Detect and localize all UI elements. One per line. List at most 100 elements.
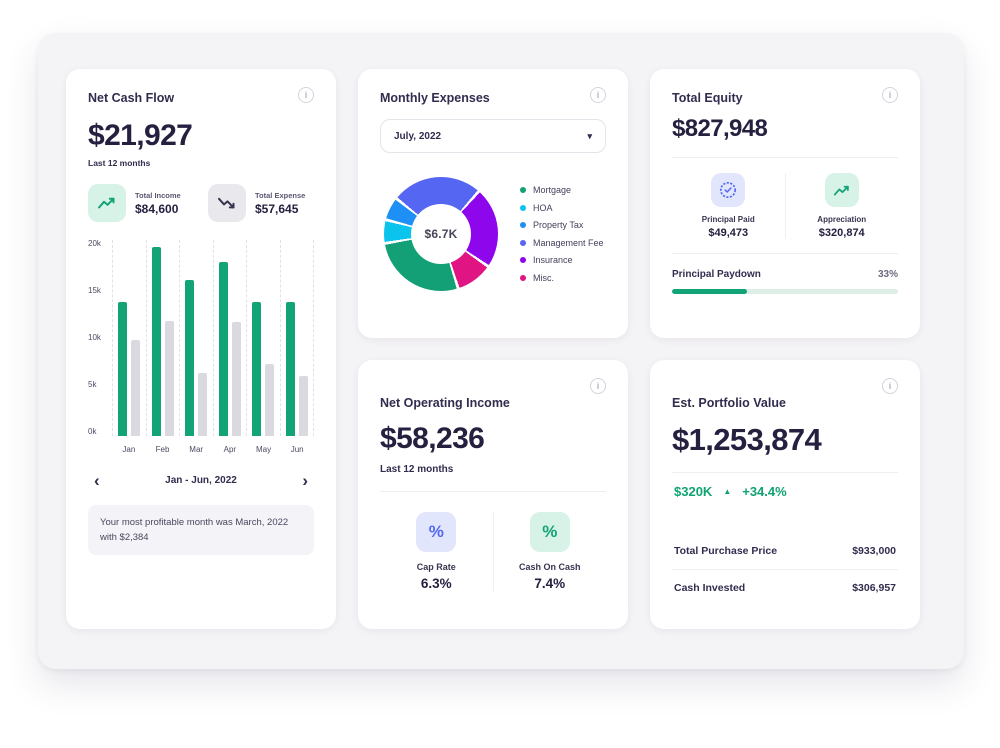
info-icon[interactable]: i bbox=[590, 87, 606, 103]
legend-label: Insurance bbox=[533, 255, 573, 266]
dashboard-panel: Net Cash Flow i $21,927 Last 12 months T… bbox=[38, 33, 964, 669]
paydown-percent: 33% bbox=[877, 269, 898, 280]
income-expense-stats: Total Income $84,600 Total Expense $57,6… bbox=[88, 184, 314, 222]
month-select-value: July, 2022 bbox=[394, 130, 442, 142]
net-cash-flow-value: $21,927 bbox=[88, 119, 193, 152]
paydown-row: Principal Paydown 33% bbox=[672, 269, 898, 280]
period-label: Last 12 months bbox=[88, 158, 151, 168]
row-value: $306,957 bbox=[852, 582, 896, 594]
expense-bar bbox=[231, 322, 241, 436]
stat-value: $49,473 bbox=[708, 227, 749, 239]
row-label: Cash Invested bbox=[674, 582, 746, 594]
est-portfolio-value-card: i Est. Portfolio Value $1,253,874 $320K … bbox=[650, 360, 920, 629]
table-row: Cash Invested $306,957 bbox=[672, 569, 898, 606]
card-title: Monthly Expenses bbox=[380, 91, 490, 105]
bar-yaxis: 20k 15k 10k 5k 0k bbox=[88, 240, 112, 436]
bar-group bbox=[179, 240, 213, 436]
income-bar bbox=[218, 262, 228, 436]
gain-row: $320K ▲ +34.4% bbox=[672, 472, 898, 511]
stat-label: Cap Rate bbox=[416, 562, 456, 572]
total-expense-stat: Total Expense $57,645 bbox=[208, 184, 314, 222]
net-cash-flow-card: Net Cash Flow i $21,927 Last 12 months T… bbox=[66, 69, 336, 629]
month-select[interactable]: July, 2022 ▾ bbox=[380, 119, 606, 153]
chevron-right-icon[interactable]: › bbox=[302, 471, 308, 490]
y-tick-label: 10k bbox=[88, 333, 101, 342]
legend-item: Mortgage bbox=[520, 185, 604, 195]
card-title: Total Equity bbox=[672, 91, 743, 105]
expenses-donut-section: $6.7K Mortgage HOA Property Tax Management … bbox=[380, 177, 606, 291]
y-tick-label: 20k bbox=[88, 239, 101, 248]
income-bar bbox=[252, 302, 262, 436]
x-tick-label: Mar bbox=[189, 445, 204, 454]
legend-dot-icon bbox=[520, 257, 526, 264]
total-equity-card: Total Equity i $827,948 Principal Paid $… bbox=[650, 69, 920, 338]
income-bar bbox=[285, 302, 295, 436]
monthly-expenses-card: Monthly Expenses i July, 2022 ▾ $6.7K Mo… bbox=[358, 69, 628, 338]
divider bbox=[672, 157, 898, 158]
chevron-down-icon: ▾ bbox=[587, 130, 592, 141]
total-income-stat: Total Income $84,600 bbox=[88, 184, 194, 222]
expense-bar bbox=[298, 376, 308, 436]
expense-bar bbox=[164, 321, 174, 436]
percent-icon: % bbox=[529, 512, 570, 552]
x-tick-label: Apr bbox=[223, 445, 237, 454]
x-tick-label: May bbox=[255, 445, 272, 454]
income-bar bbox=[185, 280, 195, 436]
stat-label: Total Expense bbox=[255, 190, 306, 200]
income-bar bbox=[118, 302, 128, 436]
paydown-label: Principal Paydown bbox=[672, 269, 761, 280]
table-row: Total Purchase Price $933,000 bbox=[672, 533, 898, 569]
legend-label: Management Fee bbox=[533, 237, 604, 248]
bar-months: Jan Feb Mar Apr May Jun bbox=[112, 445, 314, 454]
bar-group bbox=[145, 240, 180, 436]
y-tick-label: 0k bbox=[88, 427, 97, 436]
expense-bar bbox=[198, 373, 208, 436]
stat-value: $320,874 bbox=[818, 227, 865, 239]
row-value: $933,000 bbox=[852, 545, 896, 557]
divider bbox=[492, 512, 494, 591]
stat-value: $84,600 bbox=[135, 201, 179, 216]
y-tick-label: 5k bbox=[88, 380, 97, 389]
info-icon[interactable]: i bbox=[298, 87, 314, 103]
stat-label: Cash On Cash bbox=[518, 562, 581, 572]
x-tick-label: Jan bbox=[122, 445, 136, 454]
percent-icon: % bbox=[416, 512, 457, 552]
legend-dot-icon bbox=[520, 204, 526, 211]
legend-item: Insurance bbox=[520, 255, 604, 265]
expenses-donut-chart: $6.7K bbox=[384, 177, 498, 291]
bar-group bbox=[279, 240, 314, 436]
trend-down-icon bbox=[208, 184, 246, 222]
x-tick-label: Feb bbox=[155, 445, 170, 454]
legend-item: Management Fee bbox=[520, 238, 604, 248]
insight-note: Your most profitable month was March, 20… bbox=[88, 505, 314, 556]
info-icon[interactable]: i bbox=[882, 378, 898, 394]
paydown-progress-track bbox=[672, 289, 898, 294]
stat-value: $57,645 bbox=[255, 201, 299, 216]
badge-check-icon bbox=[711, 173, 746, 207]
stat-value: 7.4% bbox=[534, 576, 566, 591]
card-header: Net Cash Flow i bbox=[88, 87, 314, 105]
trend-up-icon bbox=[88, 184, 126, 222]
expense-bar bbox=[131, 340, 141, 436]
info-icon[interactable]: i bbox=[590, 378, 606, 394]
stat-label: Total Income bbox=[135, 190, 181, 200]
card-header: Total Equity i bbox=[672, 87, 898, 105]
stat-value: 6.3% bbox=[420, 576, 452, 591]
legend-dot-icon bbox=[520, 187, 526, 194]
date-range-label: Jan - Jun, 2022 bbox=[165, 475, 237, 486]
card-title: Net Cash Flow bbox=[88, 91, 175, 105]
info-icon[interactable]: i bbox=[882, 87, 898, 103]
chevron-left-icon[interactable]: ‹ bbox=[94, 471, 100, 490]
cash-flow-bar-chart: 20k 15k 10k 5k 0k Jan Feb Mar Apr May Jun bbox=[88, 240, 314, 454]
card-title: Net Operating Income bbox=[380, 396, 510, 410]
legend-label: Mortgage bbox=[533, 185, 572, 196]
divider bbox=[784, 173, 786, 239]
donut-center-label: $6.7K bbox=[411, 204, 471, 264]
legend-dot-icon bbox=[520, 274, 526, 281]
chart-pagination: ‹ Jan - Jun, 2022 › bbox=[88, 472, 314, 489]
total-equity-value: $827,948 bbox=[672, 115, 768, 142]
gain-amount: $320K bbox=[674, 484, 713, 499]
trend-up-icon bbox=[824, 173, 859, 207]
divider bbox=[380, 491, 606, 492]
bar-group bbox=[246, 240, 280, 436]
